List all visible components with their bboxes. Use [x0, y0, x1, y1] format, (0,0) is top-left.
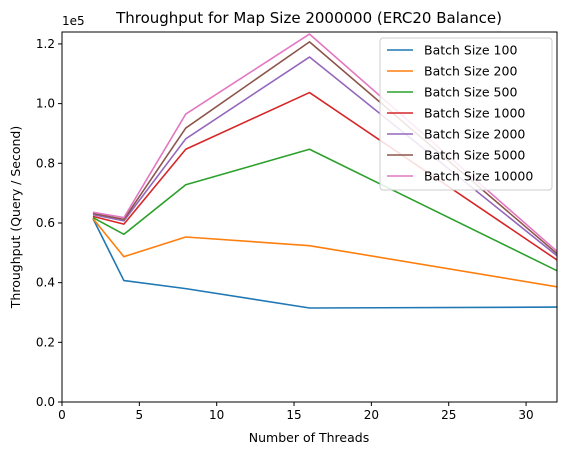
x-tick-label: 25	[441, 408, 456, 422]
x-axis-label: Number of Threads	[249, 430, 369, 445]
x-tick-label: 0	[58, 408, 66, 422]
legend: Batch Size 100 Batch Size 200 Batch Size 5…	[379, 37, 553, 191]
legend-label: Batch Size 500	[424, 85, 517, 100]
chart-title: Throughput for Map Size 2000000 (ERC20 B…	[115, 9, 502, 27]
legend-box	[379, 37, 553, 191]
y-tick-label: 1.2	[36, 37, 55, 51]
legend-label: Batch Size 1000	[424, 106, 525, 121]
y-tick-label: 0.6	[36, 216, 55, 230]
x-tick-label: 10	[209, 408, 224, 422]
legend-label: Batch Size 5000	[424, 148, 525, 163]
legend-label: Batch Size 2000	[424, 127, 525, 142]
y-tick-label: 0.0	[36, 395, 55, 409]
y-tick-label: 0.2	[36, 335, 55, 349]
series-line-1	[92, 218, 557, 309]
y-axis-label: Throughput (Query / Second)	[8, 126, 23, 309]
axis-ticks: 0 5 10 15 20 25 30 0.0 0.2 0.4 0.6 0.8 1.0 1.2	[36, 37, 534, 422]
x-tick-label: 30	[518, 408, 533, 422]
x-tick-label: 20	[364, 408, 379, 422]
x-tick-label: 15	[286, 408, 301, 422]
y-offset-label: 1e5	[62, 14, 85, 28]
legend-label: Batch Size 100	[424, 43, 517, 58]
y-tick-label: 0.4	[36, 276, 55, 290]
series-line-2	[92, 217, 557, 288]
y-tick-label: 0.8	[36, 156, 55, 170]
legend-label: Batch Size 10000	[424, 169, 533, 184]
legend-label: Batch Size 200	[424, 64, 517, 79]
x-tick-label: 5	[136, 408, 144, 422]
plot-frame	[61, 31, 558, 403]
y-tick-label: 1.0	[36, 97, 55, 111]
